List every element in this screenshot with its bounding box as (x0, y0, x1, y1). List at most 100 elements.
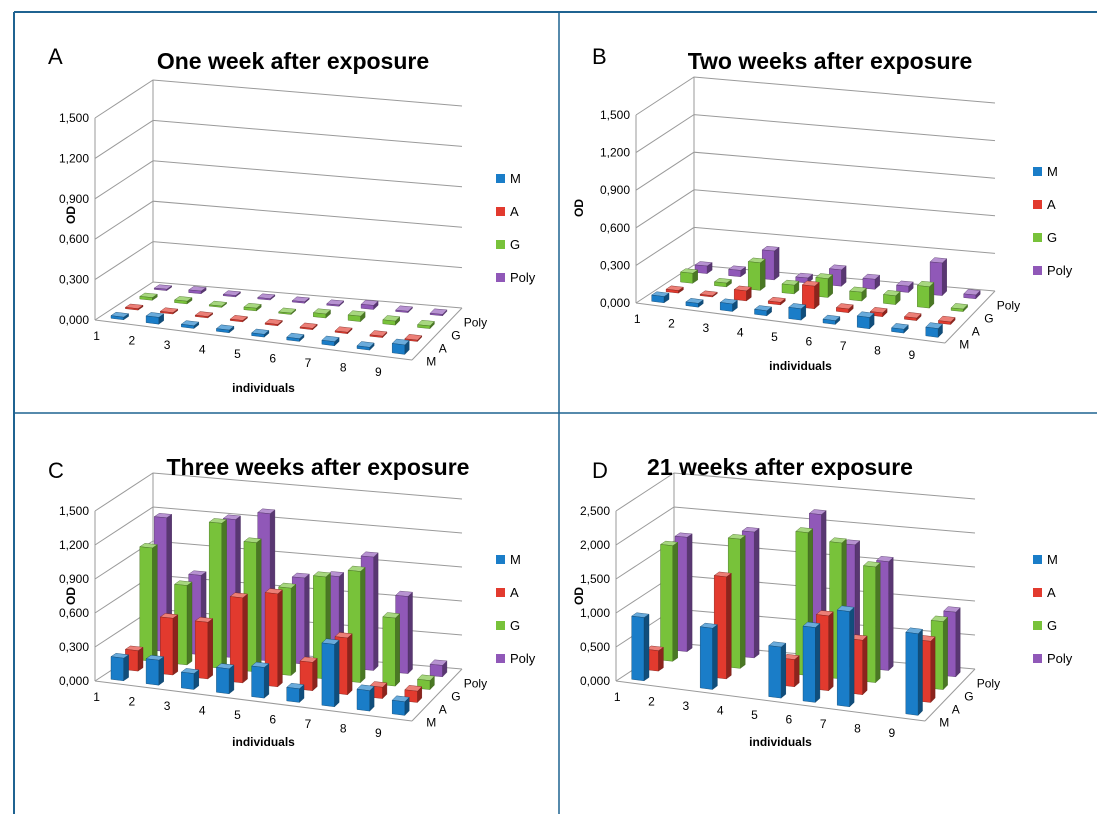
bar-a-5 (265, 319, 282, 326)
x-tick-label: 2 (648, 695, 655, 709)
bar-m-6 (287, 333, 304, 341)
bar-poly-3 (223, 291, 240, 297)
bar-g-3 (748, 258, 765, 291)
legend-label-g: G (510, 237, 520, 252)
legend-label-poly: Poly (510, 270, 536, 285)
bar-m-4 (216, 664, 234, 694)
y-tick-label: 0,000 (59, 313, 89, 327)
chart-panel-d: 0,0000,5001,0001,5002,0002,5001 2 3 4 5 6 7 8 9M… (572, 454, 1073, 749)
x-tick-label: 4 (199, 704, 206, 718)
x-tick-label: 4 (737, 326, 744, 340)
x-axis-title: individuals (232, 735, 295, 749)
panel-letter: C (48, 458, 64, 483)
x-tick-label: 9 (888, 726, 895, 740)
depth-tick-label: M (959, 338, 969, 352)
x-tick-label: 2 (668, 317, 675, 331)
y-tick-label: 0,900 (600, 183, 630, 197)
bar-poly-7 (897, 281, 914, 293)
legend-swatch-a (496, 207, 505, 216)
legend-label-m: M (1047, 552, 1058, 567)
y-tick-label: 0,900 (59, 192, 89, 206)
bar-g-1 (661, 541, 678, 661)
bar-a-3 (195, 312, 213, 318)
bar-g-5 (279, 308, 296, 315)
y-axis-title: OD (572, 587, 586, 605)
bar-poly-9 (964, 289, 981, 298)
gridline (95, 242, 462, 280)
bar-m-5 (252, 329, 269, 337)
y-tick-label: 0,300 (59, 273, 89, 287)
bar-poly-9 (430, 309, 447, 316)
bar-poly-1 (154, 285, 172, 291)
legend: MAGPoly (496, 171, 536, 285)
y-tick-label: 1,200 (59, 151, 89, 165)
legend-label-g: G (510, 618, 520, 633)
bar-g-2 (714, 278, 731, 287)
x-tick-label: 3 (682, 699, 689, 713)
bar-g-3 (209, 301, 226, 307)
bar-poly-2 (189, 286, 206, 293)
bar-g-7 (883, 290, 900, 304)
bar-m-1 (632, 613, 649, 681)
x-tick-label: 1 (93, 329, 100, 343)
y-tick-label: 2,500 (580, 504, 610, 518)
y-tick-label: 1,200 (59, 538, 89, 552)
legend-swatch-g (1033, 621, 1042, 630)
legend-label-a: A (1047, 585, 1056, 600)
depth-tick-label: M (939, 716, 949, 730)
depth-tick-label: Poly (997, 299, 1020, 313)
y-axis-title: OD (572, 199, 586, 217)
bar-m-6 (803, 622, 820, 702)
x-axis-title: individuals (749, 735, 812, 749)
legend-label-m: M (1047, 164, 1058, 179)
bar-poly-5 (292, 297, 309, 303)
x-tick-label: 8 (340, 721, 347, 735)
bar-m-6 (287, 683, 304, 702)
legend-label-poly: Poly (1047, 651, 1073, 666)
x-tick-label: 7 (305, 356, 312, 370)
y-tick-label: 0,500 (580, 640, 610, 654)
y-tick-label: 0,000 (580, 674, 610, 688)
bar-a-6 (300, 323, 317, 330)
depth-tick-label: G (964, 690, 973, 704)
bar-m-9 (392, 339, 409, 354)
bar-g-6 (313, 309, 330, 318)
legend-swatch-m (496, 174, 505, 183)
bar-m-8 (892, 323, 909, 333)
x-tick-label: 2 (128, 695, 135, 709)
legend: MAGPoly (496, 552, 536, 666)
legend-swatch-g (496, 240, 505, 249)
x-axis-title: individuals (769, 359, 832, 373)
legend-label-poly: Poly (510, 651, 536, 666)
legend: MAGPoly (1033, 552, 1073, 666)
depth-tick-label: Poly (464, 316, 487, 330)
bar-g-6 (850, 287, 867, 301)
legend-swatch-a (1033, 200, 1042, 209)
y-tick-label: 1,500 (580, 572, 610, 586)
bar-a-4 (768, 297, 785, 305)
bar-m-9 (392, 696, 409, 716)
chart-title: Two weeks after exposure (688, 48, 973, 74)
y-tick-label: 1,200 (600, 146, 630, 160)
bar-m-4 (216, 325, 234, 333)
gridline (95, 80, 462, 118)
bar-g-9 (951, 303, 968, 311)
y-tick-label: 1,500 (600, 108, 630, 122)
x-tick-label: 5 (234, 708, 241, 722)
depth-tick-label: M (426, 716, 436, 730)
bar-a-2 (700, 291, 717, 297)
bar-m-1 (111, 653, 129, 681)
legend-swatch-a (496, 588, 505, 597)
x-axis-title: individuals (232, 381, 295, 395)
depth-tick-label: A (439, 342, 447, 356)
bar-poly-7 (361, 300, 378, 309)
bar-a-2 (160, 308, 178, 314)
x-tick-label: 7 (305, 717, 312, 731)
legend-swatch-poly (1033, 654, 1042, 663)
depth-tick-label: G (451, 690, 460, 704)
bar-a-1 (666, 286, 683, 293)
bar-m-2 (686, 298, 703, 307)
x-tick-label: 6 (785, 712, 792, 726)
x-tick-label: 9 (375, 365, 382, 379)
y-tick-label: 0,600 (59, 232, 89, 246)
